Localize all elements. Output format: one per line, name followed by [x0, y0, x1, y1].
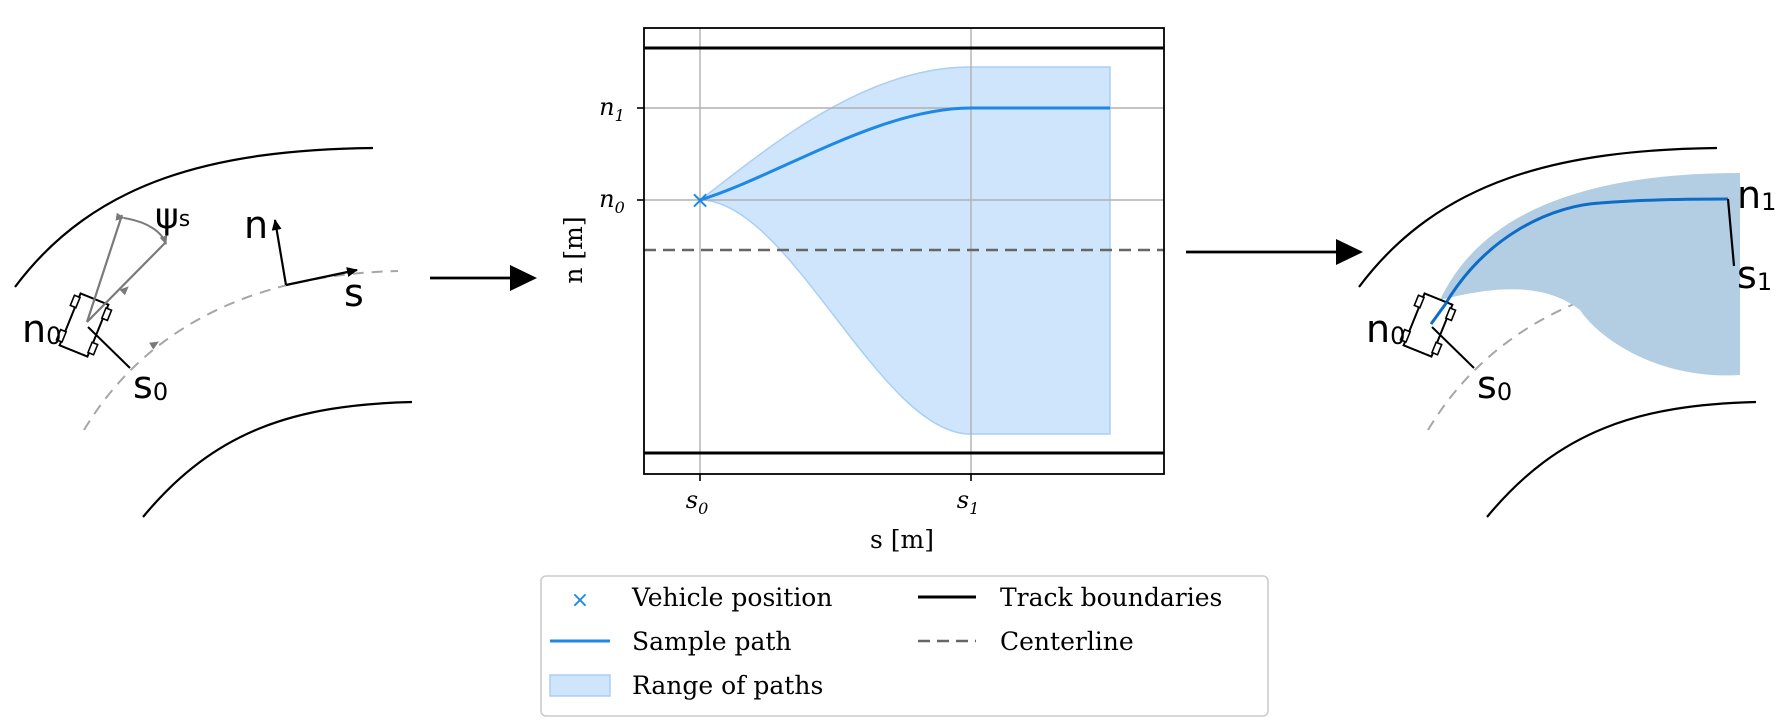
tangent-line	[86, 241, 167, 323]
legend-centerline-label: Centerline	[1000, 627, 1134, 656]
vehicle-wheel	[86, 341, 99, 356]
legend-box	[540, 575, 1269, 717]
vehicle-wheel	[1413, 294, 1426, 309]
xtick-label-s0: s0	[686, 486, 709, 518]
right-s1-label: s1	[1737, 253, 1772, 297]
sample-path	[699, 106, 1110, 202]
left-track-sketch: ψs n s n0 s0	[14, 146, 413, 518]
right-s0-projection-line	[1431, 326, 1475, 369]
legend-vehicle-marker: ×	[571, 588, 589, 613]
vehicle-position-marker: ×	[690, 186, 710, 214]
y-axis-label: n [m]	[559, 216, 588, 283]
heading-angle-label: ψs	[155, 196, 190, 237]
flow-arrow-2-head	[1336, 239, 1363, 265]
right-s0-label: s0	[1477, 363, 1512, 407]
legend-vehicle-label: Vehicle position	[631, 583, 832, 612]
vehicle-wheel	[1399, 328, 1412, 344]
right-range-of-paths-area	[1440, 173, 1740, 376]
s0-projection-line	[87, 326, 131, 369]
vehicle-body	[58, 292, 110, 358]
right-heading-line	[1429, 301, 1449, 325]
right-inner-boundary	[1486, 400, 1757, 518]
tangent-arrow-1	[149, 341, 159, 350]
center-plot: × s0 s1 n1 n0 s [m] n [m]	[559, 27, 1165, 554]
left-vehicle	[55, 292, 113, 358]
ytick-label-n1: n1	[599, 93, 625, 125]
n1-offset-line	[1726, 198, 1736, 267]
left-n0-label: n0	[22, 307, 61, 351]
x-axis-label: s [m]	[870, 525, 934, 554]
vehicle-wheel	[55, 328, 68, 344]
frame-n-label: n	[244, 203, 268, 247]
legend-path-label: Sample path	[632, 627, 792, 656]
frame-s-axis	[285, 267, 358, 287]
vehicle-wheel	[69, 294, 82, 309]
left-outer-boundary	[14, 146, 374, 288]
heading-angle-arc	[115, 212, 168, 245]
right-track-sketch: n0 s0 n1 s1	[1358, 146, 1776, 518]
vehicle-wheel	[100, 306, 113, 322]
left-inner-boundary	[142, 400, 413, 518]
legend-track-label: Track boundaries	[1000, 583, 1222, 612]
right-outer-boundary	[1358, 146, 1718, 288]
right-n0-label: n0	[1366, 307, 1405, 351]
legend: × Vehicle position Track boundaries Samp…	[540, 575, 1269, 717]
vehicle-wheel	[1430, 341, 1443, 356]
frame-s-label: s	[344, 271, 364, 315]
xtick-label-s1: s1	[957, 486, 980, 518]
plot-frame	[643, 27, 1165, 475]
left-centerline	[83, 270, 399, 431]
right-n1-label: n1	[1737, 173, 1776, 217]
legend-range-swatch	[549, 674, 611, 697]
vehicle-wheel	[1444, 306, 1457, 322]
flow-arrow-1-head	[510, 265, 537, 291]
legend-range-label: Range of paths	[632, 671, 823, 700]
right-sample-path	[1432, 197, 1729, 326]
ytick-label-n0: n0	[599, 185, 625, 217]
left-s0-label: s0	[133, 363, 168, 407]
frame-n-axis	[271, 219, 288, 286]
